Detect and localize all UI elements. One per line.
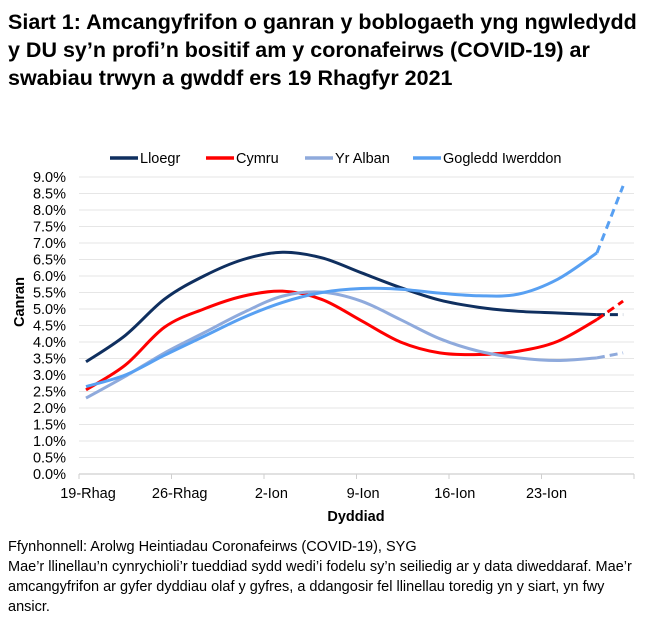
series-line-yr-alban [85, 290, 598, 400]
legend-label-cymru: Cymru [236, 151, 279, 167]
y-tick-label: 4.0% [33, 335, 66, 351]
legend-label-gogledd-iwerddon: Gogledd Iwerddon [443, 151, 562, 167]
y-tick-label: 8.0% [33, 203, 66, 219]
y-tick-label: 6.0% [33, 269, 66, 285]
y-tick-label: 5.0% [33, 302, 66, 318]
series-line-lloegr [85, 250, 597, 364]
x-tick-label: 9-Ion [347, 486, 380, 502]
legend-label-lloegr: Lloegr [140, 151, 180, 167]
y-tick-label: 3.0% [33, 368, 66, 384]
y-tick-label: 8.5% [33, 187, 66, 203]
x-tick-label: 23-Ion [526, 486, 567, 502]
y-tick-label: 2.0% [33, 401, 66, 417]
source-note: Ffynhonnell: Arolwg Heintiadau Coronafei… [8, 539, 417, 555]
y-tick-label: 3.5% [33, 352, 66, 368]
chart-title: Siart 1: Amcangyfrifon o ganran y boblog… [8, 10, 637, 90]
x-axis-title: Dyddiad [327, 509, 384, 525]
explanatory-note: Mae’r llinellau’n cynrychioli’r tueddiad… [8, 559, 632, 615]
y-tick-label: 1.0% [33, 434, 66, 450]
y-tick-label: 5.5% [33, 286, 66, 302]
y-tick-label: 1.5% [33, 418, 66, 434]
x-tick-label: 26-Rhag [152, 486, 208, 502]
x-tick-label: 16-Ion [434, 486, 475, 502]
chart-footer: Ffynhonnell: Arolwg Heintiadau Coronafei… [8, 537, 643, 617]
y-tick-label: 7.0% [33, 236, 66, 252]
x-tick-label: 2-Ion [255, 486, 288, 502]
y-tick-label: 4.5% [33, 319, 66, 335]
y-tick-label: 7.5% [33, 220, 66, 236]
series-line-cymru [85, 289, 598, 392]
y-tick-label: 9.0% [33, 170, 66, 186]
y-tick-label: 2.5% [33, 385, 66, 401]
legend-label-yr-alban: Yr Alban [335, 151, 390, 167]
series-dashed-line-yr-alban [596, 351, 624, 360]
series-dashed-line-gogledd-iwerddon [595, 185, 625, 254]
series-dashed-line-cymru [596, 299, 624, 321]
y-tick-label: 0.0% [33, 467, 66, 483]
x-tick-label: 19-Rhag [60, 486, 116, 502]
y-tick-label: 6.5% [33, 253, 66, 269]
y-axis-title: Canran [12, 277, 28, 327]
series-line-gogledd-iwerddon [85, 251, 598, 388]
y-tick-label: 0.5% [33, 451, 66, 467]
